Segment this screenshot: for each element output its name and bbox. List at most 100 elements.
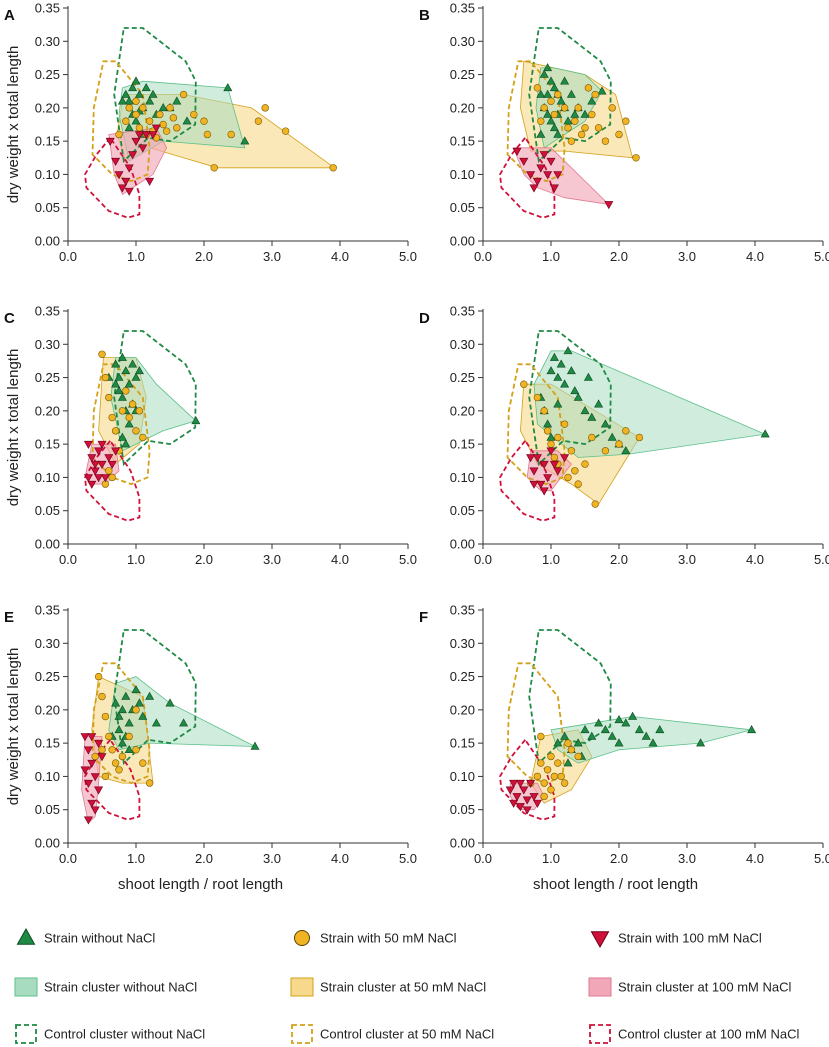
x-tick-label: 5.0 <box>399 552 417 567</box>
legend-label: Control cluster without NaCl <box>44 1027 205 1042</box>
point-strain-none <box>124 96 134 105</box>
point-strain-none <box>117 352 127 361</box>
legend-label: Control cluster at 50 mM NaCl <box>320 1027 494 1042</box>
y-tick-label: 0.15 <box>450 736 475 751</box>
point-strain-50mM <box>571 467 579 475</box>
point-strain-none <box>121 691 131 700</box>
point-strain-none <box>614 738 624 747</box>
point-strain-50mM <box>98 350 106 358</box>
point-strain-none <box>594 718 604 727</box>
point-strain-none <box>543 419 553 428</box>
control-cluster-100mM <box>499 439 556 522</box>
point-strain-50mM <box>91 752 99 761</box>
point-strain-50mM <box>615 130 623 139</box>
point-strain-50mM <box>98 692 106 701</box>
y-tick-label: 0.15 <box>450 437 475 452</box>
x-tick-label: 4.0 <box>331 552 349 567</box>
point-strain-100mM <box>519 157 529 166</box>
point-strain-none <box>747 725 757 734</box>
point-strain-50mM <box>108 413 116 422</box>
point-strain-none <box>543 109 553 118</box>
point-strain-100mM <box>526 171 536 180</box>
point-strain-50mM <box>571 117 579 125</box>
point-strain-none <box>117 705 127 714</box>
point-strain-50mM <box>125 413 133 422</box>
panel-B: B 0.00 0.05 0.10 0.15 0.20 0.25 0.30 0.35 0.0 1.0 2… <box>419 1 829 265</box>
x-tick-label: 0.0 <box>59 552 77 567</box>
point-strain-none <box>573 738 583 747</box>
point-strain-none <box>628 711 638 720</box>
point-strain-50mM <box>574 480 582 488</box>
point-strain-50mM <box>105 732 113 741</box>
point-strain-50mM <box>554 433 562 442</box>
y-tick-label: 0.20 <box>35 403 60 418</box>
point-strain-100mM <box>522 806 532 815</box>
point-strain-50mM <box>554 759 562 767</box>
y-tick-label: 0.05 <box>450 802 475 817</box>
point-strain-100mM <box>111 447 121 456</box>
panel-E: E 0.00 0.05 0.10 0.15 0.20 0.25 0.30 0.35 0.0 1.0 2… <box>4 603 417 894</box>
point-strain-50mM <box>622 427 630 435</box>
x-tick-label: 4.0 <box>331 851 349 866</box>
point-strain-100mM <box>532 799 542 808</box>
point-strain-100mM <box>560 454 570 463</box>
point-strain-50mM <box>560 104 569 112</box>
point-strain-none <box>696 738 706 747</box>
point-strain-none <box>546 366 556 375</box>
point-strain-none <box>655 725 665 734</box>
point-strain-100mM <box>90 460 100 469</box>
point-strain-none <box>543 63 553 72</box>
y-tick-label: 0.25 <box>35 370 60 385</box>
x-tick-label: 2.0 <box>195 851 213 866</box>
point-strain-50mM <box>132 110 140 119</box>
point-strain-100mM <box>138 144 148 153</box>
legend-circle-icon <box>294 930 310 946</box>
point-strain-50mM <box>520 380 528 388</box>
legend-label: Strain cluster without NaCl <box>44 980 197 995</box>
point-strain-none <box>148 89 158 98</box>
point-strain-50mM <box>145 779 154 787</box>
point-strain-100mM <box>121 177 131 186</box>
point-strain-100mM <box>515 779 525 788</box>
x-axis-label: shoot length / root length <box>533 876 698 893</box>
point-strain-50mM <box>550 110 559 119</box>
point-strain-none <box>553 129 563 138</box>
legend-item: Strain with 100 mM NaCl <box>590 931 762 949</box>
y-tick-label: 0.35 <box>450 1 475 16</box>
point-strain-50mM <box>125 732 133 741</box>
y-tick-label: 0.20 <box>450 702 475 717</box>
point-strain-50mM <box>540 104 548 112</box>
y-tick-label: 0.35 <box>450 603 475 618</box>
legend-gold-swatch-icon <box>290 977 314 997</box>
point-strain-none <box>536 89 546 98</box>
point-strain-none <box>138 711 148 720</box>
point-strain-50mM <box>105 393 113 402</box>
point-strain-50mM <box>166 104 174 112</box>
point-strain-50mM <box>564 473 572 482</box>
point-strain-none <box>641 731 651 740</box>
legend-item: Strain cluster without NaCl <box>14 977 197 997</box>
point-strain-100mM <box>539 487 549 496</box>
point-strain-50mM <box>105 467 113 475</box>
point-strain-none <box>583 372 593 381</box>
point-strain-100mM <box>512 793 522 802</box>
point-strain-none <box>191 416 201 425</box>
point-strain-100mM <box>87 733 97 742</box>
y-tick-label: 0.35 <box>35 304 60 319</box>
point-strain-50mM <box>557 772 565 781</box>
y-tick-label: 0.00 <box>450 537 475 552</box>
point-strain-none <box>141 83 151 92</box>
control-cluster-none <box>528 330 612 466</box>
point-strain-100mM <box>83 440 93 449</box>
point-strain-100mM <box>145 177 155 186</box>
point-strain-none <box>580 109 590 118</box>
point-strain-50mM <box>261 104 269 112</box>
point-strain-50mM <box>567 137 576 145</box>
point-strain-100mM <box>104 454 114 463</box>
point-strain-100mM <box>87 799 97 808</box>
point-strain-none <box>607 432 617 441</box>
strain-cluster-none <box>108 676 256 751</box>
point-strain-50mM <box>132 706 140 714</box>
point-strain-50mM <box>135 124 144 132</box>
point-strain-none <box>587 412 597 421</box>
